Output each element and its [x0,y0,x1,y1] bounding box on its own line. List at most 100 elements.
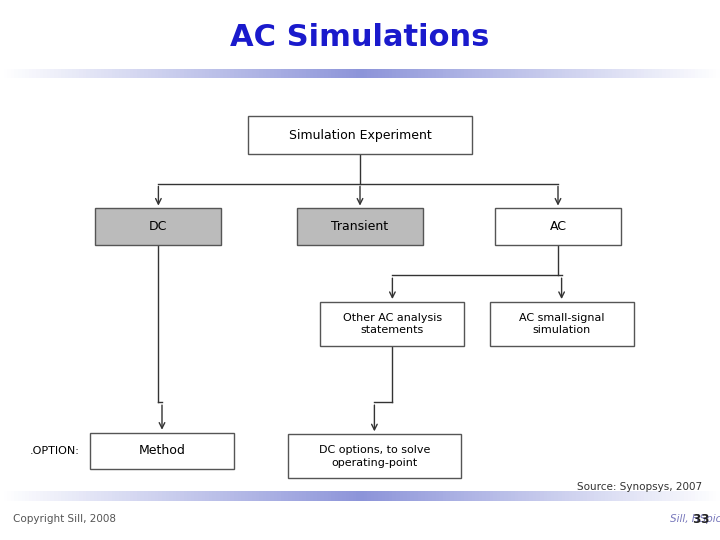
Bar [634,69,637,78]
Bar [464,69,468,78]
Bar [522,69,526,78]
Bar [403,491,407,501]
Bar [389,491,392,501]
Bar [551,491,554,501]
Bar [263,491,266,501]
Bar [299,69,302,78]
Bar [238,491,241,501]
Bar [576,69,580,78]
Bar [349,491,353,501]
Bar [425,491,428,501]
Bar [101,491,104,501]
Bar [277,69,281,78]
Bar [202,491,205,501]
Bar [479,491,482,501]
Bar [36,491,40,501]
Bar [562,69,565,78]
Bar [608,69,612,78]
Bar [108,69,112,78]
Bar [495,208,621,245]
Bar [151,491,155,501]
Bar [583,69,587,78]
Bar [587,491,590,501]
Bar [297,208,423,245]
Bar [191,491,194,501]
Bar [61,69,65,78]
Bar [382,491,385,501]
Bar [11,491,14,501]
Bar [86,491,90,501]
Bar [644,69,648,78]
Bar [472,69,475,78]
Bar [637,69,641,78]
Bar [698,491,702,501]
Bar [562,491,565,501]
Bar [605,69,608,78]
Bar [29,491,32,501]
Bar [133,69,137,78]
Bar [637,491,641,501]
Bar [95,208,222,245]
Bar [313,69,317,78]
Bar [500,491,504,501]
Bar [295,69,299,78]
Bar [533,491,536,501]
Bar [0,491,4,501]
Bar [360,69,364,78]
Bar [281,491,284,501]
Bar [342,69,346,78]
Bar [544,491,547,501]
Bar [151,69,155,78]
Bar [515,491,518,501]
Bar [626,69,630,78]
Bar [432,69,436,78]
Bar [378,491,382,501]
Bar [540,69,544,78]
Bar [25,69,29,78]
Bar [547,69,551,78]
Bar [47,491,50,501]
Bar [346,69,349,78]
Bar [173,69,176,78]
Bar [349,69,353,78]
Bar [43,491,47,501]
Bar [94,69,97,78]
Bar [245,69,248,78]
Bar [58,491,61,501]
Bar [680,491,684,501]
Bar [457,69,461,78]
Bar [245,491,248,501]
Bar [500,69,504,78]
Bar [338,491,342,501]
Bar [641,69,644,78]
Bar [155,491,158,501]
Bar [248,69,252,78]
Bar [58,69,61,78]
Bar [428,491,432,501]
Bar [65,491,68,501]
Bar [572,491,576,501]
Bar [511,491,515,501]
Bar [400,491,403,501]
Bar [252,491,256,501]
Bar [302,69,306,78]
Bar [493,69,497,78]
Bar [241,491,245,501]
Bar [616,491,619,501]
Bar [677,69,680,78]
Bar [410,491,414,501]
Bar [623,491,626,501]
Bar [407,69,410,78]
Bar [83,491,86,501]
Bar [14,491,18,501]
Bar [36,69,40,78]
Bar [652,491,655,501]
Bar [425,69,428,78]
Bar [436,69,439,78]
Bar [385,491,389,501]
Bar [310,491,313,501]
Bar [212,491,216,501]
Bar [407,491,410,501]
Bar [490,491,493,501]
Bar [677,491,680,501]
